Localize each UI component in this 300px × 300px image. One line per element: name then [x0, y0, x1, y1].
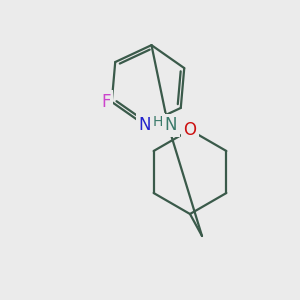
Text: F: F: [101, 93, 110, 111]
Text: H: H: [153, 115, 163, 129]
Text: N: N: [138, 116, 151, 134]
Text: O: O: [184, 121, 196, 139]
Text: N: N: [165, 116, 177, 134]
